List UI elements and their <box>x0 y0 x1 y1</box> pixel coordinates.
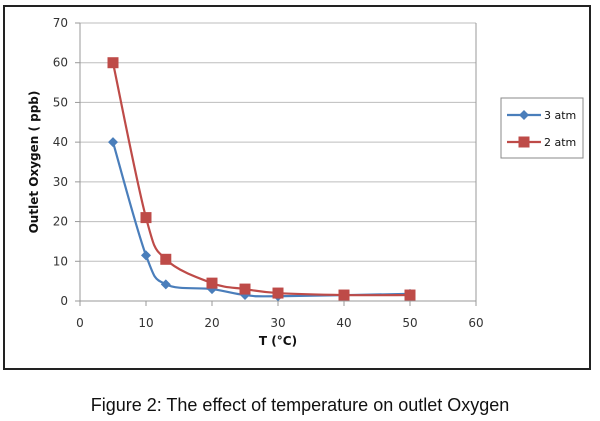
data-point-3-atm <box>160 279 171 290</box>
x-tick-label: 40 <box>336 316 351 330</box>
axes: 0 10 20 30 40 50 60 70 0 10 20 30 40 50 60 <box>53 16 484 330</box>
legend: 3 atm 2 atm <box>500 97 584 159</box>
series <box>107 57 416 302</box>
legend-label: 3 atm <box>544 109 576 122</box>
x-tick-label: 20 <box>204 316 219 330</box>
data-point-3-atm <box>141 250 151 261</box>
data-point-2-atm <box>272 287 284 299</box>
y-tick-label: 70 <box>53 16 68 30</box>
y-axis-title: Outlet Oxygen ( ppb) <box>27 91 41 234</box>
data-point-2-atm <box>140 212 152 224</box>
legend-marker <box>519 110 529 120</box>
y-tick-label: 60 <box>53 56 68 70</box>
y-tick-label: 0 <box>60 294 68 308</box>
series-line-3-atm <box>111 141 411 298</box>
x-tick-label: 50 <box>402 316 417 330</box>
data-point-2-atm <box>160 253 172 265</box>
data-point-2-atm <box>404 289 416 301</box>
legend-box <box>500 97 584 159</box>
y-tick-label: 40 <box>53 135 68 149</box>
data-point-3-atm <box>108 137 118 148</box>
gridlines <box>80 22 476 302</box>
figure-caption: Figure 2: The effect of temperature on o… <box>90 395 510 415</box>
y-tick-label: 20 <box>53 215 68 229</box>
x-tick-label: 60 <box>468 316 483 330</box>
x-axis-title: T (°C) <box>259 334 297 348</box>
chart-frame <box>3 5 591 370</box>
x-tick-label: 10 <box>138 316 153 330</box>
x-tick-label: 0 <box>76 316 84 330</box>
y-tick-label: 10 <box>53 254 68 268</box>
x-tick-label: 30 <box>270 316 285 330</box>
y-tick-label: 30 <box>53 175 68 189</box>
series-line-2-atm <box>111 62 411 297</box>
legend-marker <box>518 136 530 148</box>
y-tick-label: 50 <box>53 95 68 109</box>
data-point-2-atm <box>239 283 251 295</box>
data-point-2-atm <box>107 57 119 69</box>
legend-label: 2 atm <box>544 136 576 149</box>
data-point-2-atm <box>206 277 218 289</box>
data-point-2-atm <box>338 289 350 301</box>
